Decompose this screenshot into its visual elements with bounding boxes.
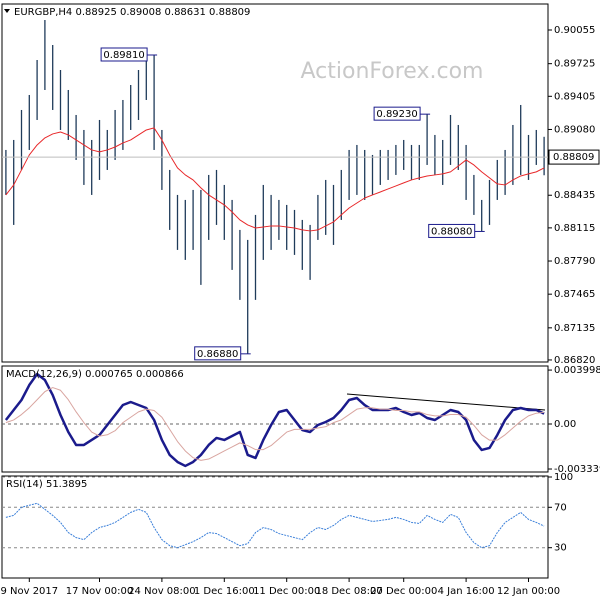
y-tick-label: 0.89405 <box>554 91 595 102</box>
y-tick-label: 0.88435 <box>554 190 595 201</box>
y-tick-label: 100 <box>554 472 573 483</box>
last-price-box <box>548 149 600 165</box>
x-tick-label: 27 Dec 00:00 <box>370 586 437 597</box>
annotation-label: 0.86880 <box>197 349 238 360</box>
last-price-label: 0.88809 <box>553 152 594 163</box>
x-tick-label: 12 Jan 00:00 <box>497 586 560 597</box>
annotation-label: 0.88080 <box>431 226 472 237</box>
annotation-box <box>100 47 148 62</box>
y-tick-label: 0.87465 <box>554 289 595 300</box>
annotation-box <box>373 106 421 121</box>
x-tick-label: 4 Jan 16:00 <box>438 586 495 597</box>
panel-title: MACD(12,26,9) 0.000765 0.000866 <box>6 369 184 380</box>
series-line <box>5 387 545 461</box>
watermark: ActionForex.com <box>301 59 484 84</box>
y-tick-label: 0.90055 <box>554 25 595 36</box>
panel-title: RSI(14) 51.3895 <box>6 479 87 490</box>
macd-panel <box>1 365 549 473</box>
y-tick-label: 0.89725 <box>554 59 595 70</box>
y-tick-label: 30 <box>554 543 567 554</box>
y-tick-label: 0.86820 <box>554 355 595 366</box>
series-line <box>4 372 545 468</box>
y-tick-label: 0.87135 <box>554 323 595 334</box>
y-tick-label: 70 <box>554 502 567 513</box>
annotation-label: 0.89230 <box>376 109 417 120</box>
y-tick-label: -0.003339 <box>554 464 600 475</box>
y-tick-label: 0.87790 <box>554 256 595 267</box>
y-tick-label: 0.003998 <box>554 365 600 376</box>
x-tick-label: 18 Dec 08:00 <box>315 586 382 597</box>
y-tick-label: 0.00 <box>554 419 576 430</box>
x-tick-label: 9 Nov 2017 <box>0 586 58 597</box>
annotation-box <box>194 346 242 361</box>
series-line <box>5 502 545 549</box>
y-tick-label: 0.88115 <box>554 223 595 234</box>
series-line <box>5 127 545 232</box>
macd-trendline <box>346 393 546 411</box>
title-marker <box>4 9 10 13</box>
panel-title: EURGBP,H4 0.88925 0.89008 0.88631 0.8880… <box>14 7 250 18</box>
x-tick-label: 24 Nov 08:00 <box>128 586 195 597</box>
rsi-panel <box>1 475 549 579</box>
annotation-label: 0.89810 <box>103 50 144 61</box>
x-tick-label: 1 Dec 16:00 <box>194 586 255 597</box>
x-tick-label: 11 Dec 00:00 <box>253 586 320 597</box>
y-tick-label: 0.89080 <box>554 124 595 135</box>
x-tick-label: 17 Nov 00:00 <box>66 586 133 597</box>
annotation-box <box>428 223 476 238</box>
price-panel <box>1 3 549 363</box>
